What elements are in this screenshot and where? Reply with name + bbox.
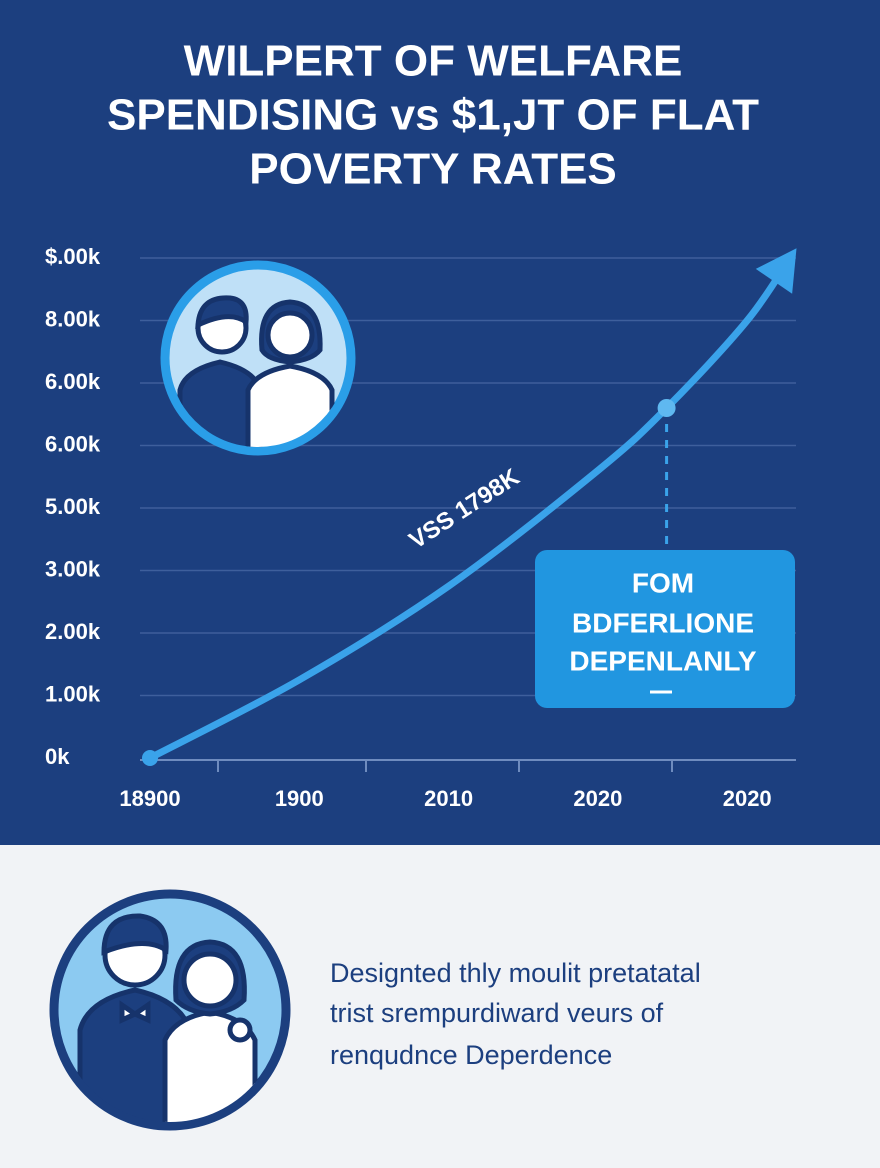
callout-box <box>535 550 795 708</box>
arrow-head <box>755 248 797 294</box>
plot <box>142 248 797 766</box>
highlight-point <box>657 399 676 417</box>
start-point <box>142 750 158 766</box>
title-line: POVERTY RATES <box>249 145 617 194</box>
y-tick-label: 1.00k <box>45 681 101 706</box>
y-tick-label: 0k <box>45 744 70 769</box>
people-icon <box>160 260 356 456</box>
caption-line: renqudnce Deperdence <box>330 1040 612 1070</box>
x-tick-label: 2020 <box>573 786 622 811</box>
x-tick-label: 2020 <box>723 786 772 811</box>
y-tick-label: 2.00k <box>45 619 101 644</box>
y-tick-label: 6.00k <box>45 369 101 394</box>
x-tick-label: 18900 <box>119 786 180 811</box>
trend-line <box>146 251 796 762</box>
people-icon <box>49 889 291 1131</box>
caption-line: trist srempurdiward veurs of <box>330 998 664 1028</box>
callout-text: DEPENLANLY <box>569 645 757 676</box>
x-tick-label: 1900 <box>275 786 324 811</box>
y-tick-label: 3.00k <box>45 556 101 581</box>
y-tick-label: 8.00k <box>45 306 101 331</box>
callout-text: FOM <box>632 567 694 598</box>
title-line: WILPERT OF WELFARE <box>184 37 683 86</box>
caption-line: Designted thly moulit pretatatal <box>330 958 701 988</box>
y-tick-label: 5.00k <box>45 494 101 519</box>
y-tick-label: 6.00k <box>45 431 101 456</box>
x-tick-label: 2010 <box>424 786 473 811</box>
callout-text: BDFERLIONE <box>572 607 754 638</box>
y-tick-label: $.00k <box>45 244 101 269</box>
axis-ticks <box>217 760 673 772</box>
title-line: SPENDISING vs $1,JT OF FLAT <box>107 91 759 140</box>
